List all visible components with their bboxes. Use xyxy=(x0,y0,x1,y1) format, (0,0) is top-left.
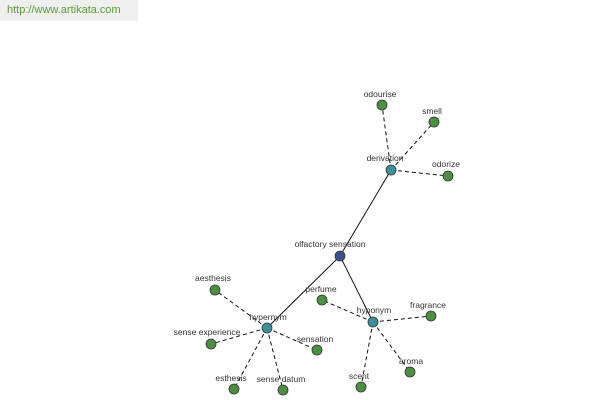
edge-hypernym-to-esthesis xyxy=(233,327,268,390)
edge-hyponym-to-perfume xyxy=(321,299,374,323)
node-aesthesis[interactable] xyxy=(209,284,221,296)
node-olfactory-sensation[interactable] xyxy=(334,250,346,262)
node-aroma[interactable] xyxy=(404,366,416,378)
node-label-odorize[interactable]: odorize xyxy=(432,159,460,169)
node-label-aesthesis[interactable]: aesthesis xyxy=(195,273,231,283)
node-sense-datum[interactable] xyxy=(277,384,289,396)
source-url[interactable]: http://www.artikata.com xyxy=(0,0,138,21)
edge-hyponym-to-fragrance xyxy=(372,315,432,323)
node-label-derivation[interactable]: derivation xyxy=(367,153,404,163)
node-smell[interactable] xyxy=(428,116,440,128)
node-fragrance[interactable] xyxy=(425,310,437,322)
edge-olfactory-sensation-to-hypernym xyxy=(266,255,341,329)
node-label-esthesis[interactable]: esthesis xyxy=(215,373,246,383)
node-label-perfume[interactable]: perfume xyxy=(305,284,336,294)
edge-olfactory-sensation-to-derivation xyxy=(339,169,392,257)
node-scent[interactable] xyxy=(355,381,367,393)
node-label-aroma[interactable]: aroma xyxy=(399,356,423,366)
node-label-smell[interactable]: smell xyxy=(422,106,442,116)
edge-derivation-to-smell xyxy=(390,121,435,171)
node-hyponym[interactable] xyxy=(367,316,379,328)
node-sensation[interactable] xyxy=(311,344,323,356)
edge-hyponym-to-aroma xyxy=(372,321,411,373)
edge-olfactory-sensation-to-hyponym xyxy=(339,255,374,323)
node-label-scent[interactable]: scent xyxy=(349,371,370,381)
edge-hypernym-to-sensation xyxy=(266,327,318,351)
node-label-sense-datum[interactable]: sense datum xyxy=(257,374,306,384)
node-esthesis[interactable] xyxy=(228,383,240,395)
edge-hypernym-to-sense-experience xyxy=(210,327,268,345)
node-label-sense-experience[interactable]: sense experience xyxy=(174,327,241,337)
node-label-olfactory-sensation[interactable]: olfactory sensation xyxy=(295,239,366,249)
edge-hypernym-to-sense-datum xyxy=(266,327,284,391)
node-label-hyponym[interactable]: hyponym xyxy=(357,305,392,315)
node-odorize[interactable] xyxy=(442,170,454,182)
node-label-odourise[interactable]: odourise xyxy=(364,89,397,99)
node-hypernym[interactable] xyxy=(261,322,273,334)
edge-hypernym-to-aesthesis xyxy=(214,289,268,329)
edge-derivation-to-odorize xyxy=(390,169,449,177)
node-label-fragrance[interactable]: fragrance xyxy=(410,300,446,310)
labels-layer: olfactory sensation derivation hypernym hyp… xyxy=(174,89,461,384)
node-sense-experience[interactable] xyxy=(205,338,217,350)
node-odourise[interactable] xyxy=(376,99,388,111)
edges-layer xyxy=(210,104,449,391)
node-derivation[interactable] xyxy=(385,164,397,176)
node-label-hypernym[interactable]: hypernym xyxy=(249,312,286,322)
edge-derivation-to-odourise xyxy=(381,104,392,171)
nodes-layer xyxy=(205,99,454,396)
node-label-sensation[interactable]: sensation xyxy=(297,334,334,344)
node-perfume[interactable] xyxy=(316,294,328,306)
